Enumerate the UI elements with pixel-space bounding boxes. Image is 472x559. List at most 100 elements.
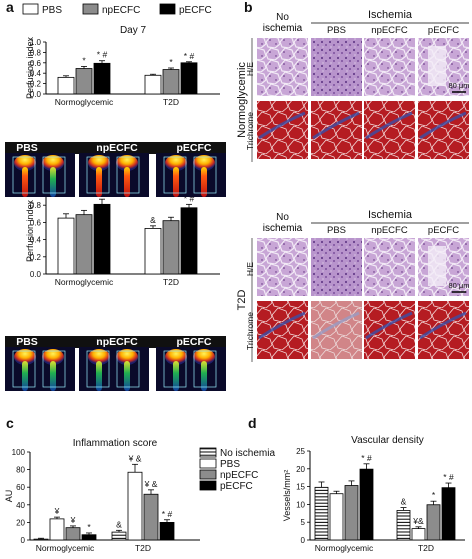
y-axis-label: Perfusion index (25, 36, 35, 99)
chart-title: Vascular density (351, 435, 424, 446)
bar (65, 527, 81, 541)
significance-mark: * # (162, 509, 173, 519)
x-tick-label: Normoglycemic (36, 543, 95, 553)
leg-perfusion (201, 361, 207, 391)
col-header-ischemia-word: ischemia (263, 223, 303, 234)
he-tile (257, 238, 308, 296)
legend-label-npecfc: npECFC (102, 5, 140, 16)
x-tick-label: T2D (163, 97, 179, 107)
y-tick-label: 60 (16, 483, 25, 492)
trichrome-tile (364, 301, 415, 359)
roi-outline (86, 350, 110, 388)
leg-perfusion (50, 361, 56, 391)
bar (144, 228, 162, 275)
y-tick-label: 0.4 (30, 69, 42, 78)
paw-heat (88, 155, 110, 171)
col-header-pecfc: pECFC (428, 25, 459, 36)
bar (329, 493, 344, 541)
bar (359, 468, 374, 541)
significance-mark: ¥& (412, 516, 424, 526)
significance-mark: * (87, 522, 91, 532)
laser-label-pbs: PBS (16, 142, 38, 154)
y-tick-label: 0 (21, 536, 26, 545)
roi-outline (12, 350, 36, 388)
paw-heat (193, 155, 215, 171)
legend-swatch-npecfc (82, 3, 99, 15)
panel-label-a: a (6, 0, 14, 15)
panel-label-c: c (6, 415, 14, 431)
bar (81, 534, 97, 541)
bar (57, 76, 75, 95)
significance-mark: * # (184, 193, 195, 203)
stain-label-trichrome: Trichrome (245, 112, 255, 150)
bar (344, 485, 359, 541)
legend-label-pecfc: pECFC (179, 5, 212, 16)
col-header-npecfc: npECFC (371, 225, 408, 236)
significance-mark: ¥ & (128, 453, 142, 463)
collagen-streak (312, 111, 360, 140)
stain-label-trichrome: Trichrome (245, 312, 255, 350)
collagen-streak (365, 311, 413, 340)
y-tick-label: 40 (16, 501, 25, 510)
y-tick-label: 0.2 (30, 253, 42, 262)
y-axis-label: AU (4, 490, 14, 503)
bar (57, 217, 75, 275)
bar (162, 69, 180, 95)
he-tile-gap (428, 246, 446, 286)
leg-perfusion (124, 361, 130, 391)
he-tile (364, 238, 415, 296)
significance-mark: * # (443, 472, 454, 482)
y-tick-label: 0.6 (30, 59, 42, 68)
col-header-npecfc: npECFC (371, 25, 408, 36)
bar (396, 510, 411, 541)
bar (180, 207, 198, 275)
x-tick-label: T2D (418, 543, 434, 553)
chart-2: Inflammation score 0 20 40 60 80 100 AU Normogly… (4, 438, 200, 553)
legend-label-no-ischemia: No ischemia (220, 448, 275, 459)
significance-mark: * # (97, 50, 108, 60)
collagen-streak (258, 311, 306, 340)
bar (411, 528, 426, 541)
he-tile (311, 238, 362, 296)
roi-outline (116, 156, 140, 194)
legend-swatch-no-ischemia (199, 447, 217, 458)
panel-label-d: d (248, 415, 257, 431)
significance-mark: * # (361, 453, 372, 463)
scale-bar-label: 80 μm (449, 81, 470, 90)
bar (49, 518, 65, 541)
trichrome-tile (257, 101, 308, 159)
y-tick-label: 0.4 (30, 236, 42, 245)
bar (143, 493, 159, 541)
col-header-no: No (276, 212, 289, 223)
he-tile (364, 38, 415, 96)
laser-label-strip (5, 336, 226, 348)
bar (75, 214, 93, 275)
y-tick-label: 20 (296, 465, 305, 474)
paw-heat (88, 349, 110, 365)
trichrome-tile (257, 301, 308, 359)
collagen-streak (258, 111, 306, 140)
laser-image-pecfc: pECFC (156, 142, 226, 197)
bar (33, 538, 49, 541)
chart-3: Vascular density 0 5 10 15 20 25 Vessels/mm² Nor… (282, 435, 465, 553)
leg-perfusion (96, 167, 102, 197)
bar (127, 471, 143, 541)
stain-label-he: H/E (245, 262, 255, 277)
significance-mark: * (432, 490, 436, 500)
y-tick-label: 0.6 (30, 218, 42, 227)
leg-perfusion (22, 361, 28, 391)
col-header-pbs: PBS (327, 25, 346, 36)
y-tick-label: 0.0 (30, 270, 42, 279)
roi-outline (42, 156, 66, 194)
roi-outline (163, 350, 187, 388)
significance-mark: ¥ (70, 515, 76, 525)
paw-heat (14, 155, 36, 171)
y-tick-label: 0.0 (30, 90, 42, 99)
bar (159, 522, 175, 541)
legend-swatch-pbs (22, 3, 39, 15)
trichrome-tile (418, 101, 469, 159)
roi-outline (193, 350, 217, 388)
paw-heat (42, 155, 64, 171)
paw-heat (116, 349, 138, 365)
